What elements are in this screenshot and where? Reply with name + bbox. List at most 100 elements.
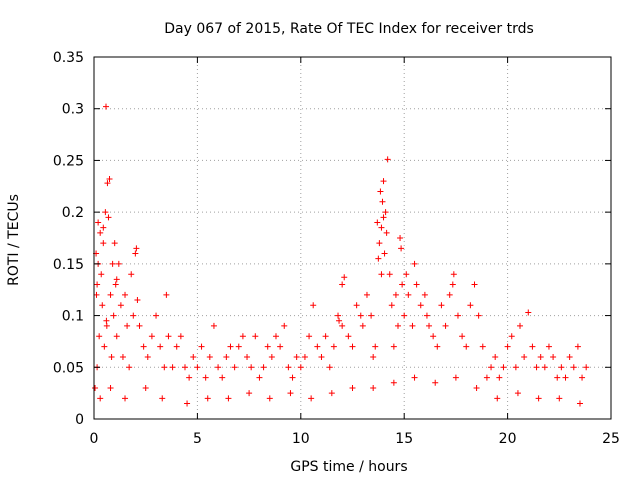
- data-point: [426, 322, 433, 329]
- data-point: [206, 353, 213, 360]
- data-point: [382, 209, 389, 216]
- data-point: [204, 395, 211, 402]
- data-point: [322, 333, 329, 340]
- data-point: [384, 156, 391, 163]
- data-point: [398, 245, 405, 252]
- data-point: [248, 364, 255, 371]
- data-point: [345, 333, 352, 340]
- y-tick-label: 0.2: [62, 205, 84, 221]
- data-point: [268, 353, 275, 360]
- data-point: [115, 260, 122, 267]
- data-point: [394, 322, 401, 329]
- data-point: [186, 374, 193, 381]
- data-point: [122, 395, 129, 402]
- data-point: [106, 176, 113, 183]
- data-point: [500, 364, 507, 371]
- y-tick-label: 0: [75, 412, 84, 428]
- data-point: [413, 281, 420, 288]
- data-point: [434, 343, 441, 350]
- x-tick-label: 0: [90, 431, 99, 447]
- data-point: [339, 281, 346, 288]
- data-point: [308, 395, 315, 402]
- data-point: [411, 260, 418, 267]
- data-point: [244, 353, 251, 360]
- data-point: [144, 353, 151, 360]
- data-point: [235, 343, 242, 350]
- data-point: [386, 271, 393, 278]
- data-point: [169, 364, 176, 371]
- data-point: [508, 333, 515, 340]
- data-point: [105, 214, 112, 221]
- chart-title: Day 067 of 2015, Rate Of TEC Index for r…: [164, 21, 534, 37]
- data-point: [124, 322, 131, 329]
- data-point: [246, 390, 253, 397]
- data-point: [227, 343, 234, 350]
- data-point: [533, 364, 540, 371]
- data-point: [479, 343, 486, 350]
- data-point: [256, 374, 263, 381]
- data-point: [541, 364, 548, 371]
- data-point: [459, 333, 466, 340]
- data-point: [521, 353, 528, 360]
- data-point: [363, 291, 370, 298]
- data-point: [349, 384, 356, 391]
- data-point: [95, 219, 102, 226]
- data-point: [184, 400, 191, 407]
- data-point: [517, 322, 524, 329]
- data-point: [375, 255, 382, 262]
- x-tick-label: 10: [292, 431, 310, 447]
- data-point: [328, 390, 335, 397]
- data-point: [357, 312, 364, 319]
- data-point: [390, 343, 397, 350]
- data-point: [190, 353, 197, 360]
- data-point: [421, 291, 428, 298]
- data-point: [579, 374, 586, 381]
- data-point: [112, 281, 119, 288]
- data-point: [108, 353, 115, 360]
- data-point: [392, 291, 399, 298]
- data-point: [378, 224, 385, 231]
- x-tick-label: 25: [602, 431, 620, 447]
- data-point: [380, 214, 387, 221]
- data-point: [417, 302, 424, 309]
- data-point: [554, 374, 561, 381]
- data-point: [202, 374, 209, 381]
- data-point: [97, 229, 104, 236]
- data-point: [525, 309, 532, 316]
- data-point: [341, 274, 348, 281]
- y-tick-label: 0.15: [53, 257, 84, 273]
- data-point: [359, 322, 366, 329]
- data-point: [132, 250, 139, 257]
- data-point: [310, 302, 317, 309]
- data-point: [231, 364, 238, 371]
- data-point: [475, 312, 482, 319]
- data-point: [401, 312, 408, 319]
- data-point: [353, 302, 360, 309]
- data-points-layer: [92, 103, 590, 407]
- data-point: [94, 281, 101, 288]
- data-point: [301, 353, 308, 360]
- data-point: [514, 390, 521, 397]
- data-point: [545, 343, 552, 350]
- data-point: [376, 240, 383, 247]
- data-point: [153, 312, 160, 319]
- data-point: [492, 353, 499, 360]
- data-point: [148, 333, 155, 340]
- data-point: [326, 364, 333, 371]
- y-tick-label: 0.35: [53, 50, 84, 66]
- data-point: [423, 312, 430, 319]
- data-point: [496, 374, 503, 381]
- data-point: [198, 343, 205, 350]
- data-point: [378, 271, 385, 278]
- data-point: [194, 364, 201, 371]
- data-point: [260, 364, 267, 371]
- data-point: [483, 374, 490, 381]
- data-point: [215, 364, 222, 371]
- data-point: [403, 271, 410, 278]
- data-point: [98, 271, 105, 278]
- data-point: [102, 103, 109, 110]
- data-point: [336, 317, 343, 324]
- data-point: [285, 364, 292, 371]
- data-point: [318, 353, 325, 360]
- data-point: [101, 343, 108, 350]
